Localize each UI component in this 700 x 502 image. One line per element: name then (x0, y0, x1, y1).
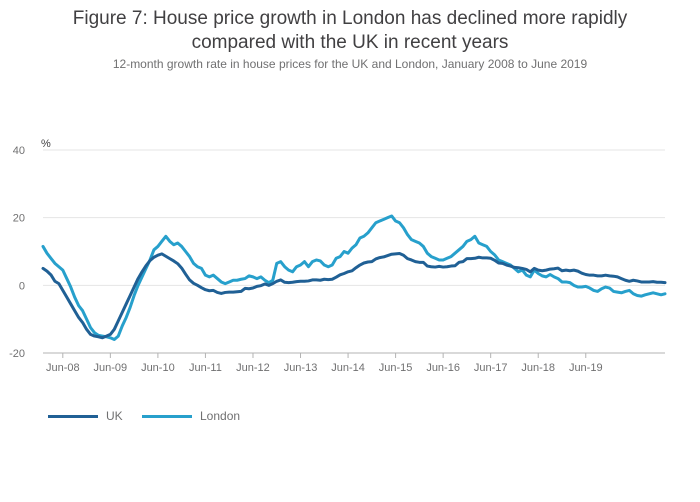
y-axis: -20 0 20 40% (9, 138, 51, 360)
x-tick-label: Jun-18 (521, 362, 555, 374)
legend-swatch-uk (48, 414, 98, 418)
x-tick-label: Jun-12 (236, 362, 270, 374)
x-tick-label: Jun-15 (379, 362, 413, 374)
y-tick-label: -20 (9, 348, 25, 360)
y-axis-unit-label: % (41, 138, 51, 150)
chart-title-line-1: Figure 7: House price growth in London h… (72, 8, 628, 29)
x-tick-label: Jun-14 (331, 362, 365, 374)
x-tick-label: Jun-11 (189, 362, 222, 374)
x-tick-label: Jun-16 (426, 362, 460, 374)
grid-lines (43, 149, 665, 354)
y-tick-label: 0 (19, 280, 25, 292)
legend-label-london: London (200, 409, 241, 423)
chart-title-line-2: compared with the UK in recent years (191, 32, 509, 53)
legend-label-uk: UK (106, 409, 123, 423)
legend-item-uk[interactable]: UK (48, 409, 123, 423)
legend-swatch-london (142, 414, 192, 418)
series-lines (41, 214, 667, 341)
x-tick-label: Jun-10 (141, 362, 175, 374)
x-axis: Jun-08 Jun-09 Jun-10 Jun-11 Jun-12 Jun-13 Jun-… (46, 353, 603, 374)
y-tick-label: 40 (13, 145, 25, 157)
y-tick-label: 20 (13, 213, 25, 225)
series-line-uk[interactable] (41, 252, 667, 340)
x-tick-label: Jun-19 (569, 362, 603, 374)
series-line-london[interactable] (41, 214, 667, 341)
x-tick-label: Jun-17 (474, 362, 508, 374)
chart-title: Figure 7: House price growth in London h… (0, 7, 700, 55)
x-tick-label: Jun-13 (284, 362, 318, 374)
legend-item-london[interactable]: London (142, 409, 240, 423)
x-tick-label: Jun-08 (46, 362, 80, 374)
x-tick-label: Jun-09 (94, 362, 128, 374)
chart-subtitle: 12-month growth rate in house prices for… (112, 57, 588, 71)
